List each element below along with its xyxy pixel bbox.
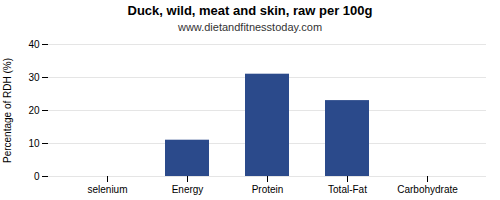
svg-text:Carbohydrate: Carbohydrate [397,184,458,195]
svg-text:20: 20 [28,105,40,116]
svg-text:Total-Fat: Total-Fat [328,184,367,195]
html-text:Duck, wild, meat and skin, raw: Duck, wild, meat and skin, raw per 100g [127,3,373,18]
html-text:www.dietandfitnesstoday.com: www.dietandfitnesstoday.com [178,21,322,33]
svg-text:Protein: Protein [252,184,284,195]
svg-text:40: 40 [28,39,40,50]
svg-text:selenium: selenium [87,184,127,195]
svg-text:0: 0 [34,171,40,182]
svg-text:10: 10 [28,138,40,149]
svg-text:Percentage of RDH (%): Percentage of RDH (%) [2,58,13,163]
svg-text:30: 30 [28,72,40,83]
svg-text:Energy: Energy [172,184,204,195]
